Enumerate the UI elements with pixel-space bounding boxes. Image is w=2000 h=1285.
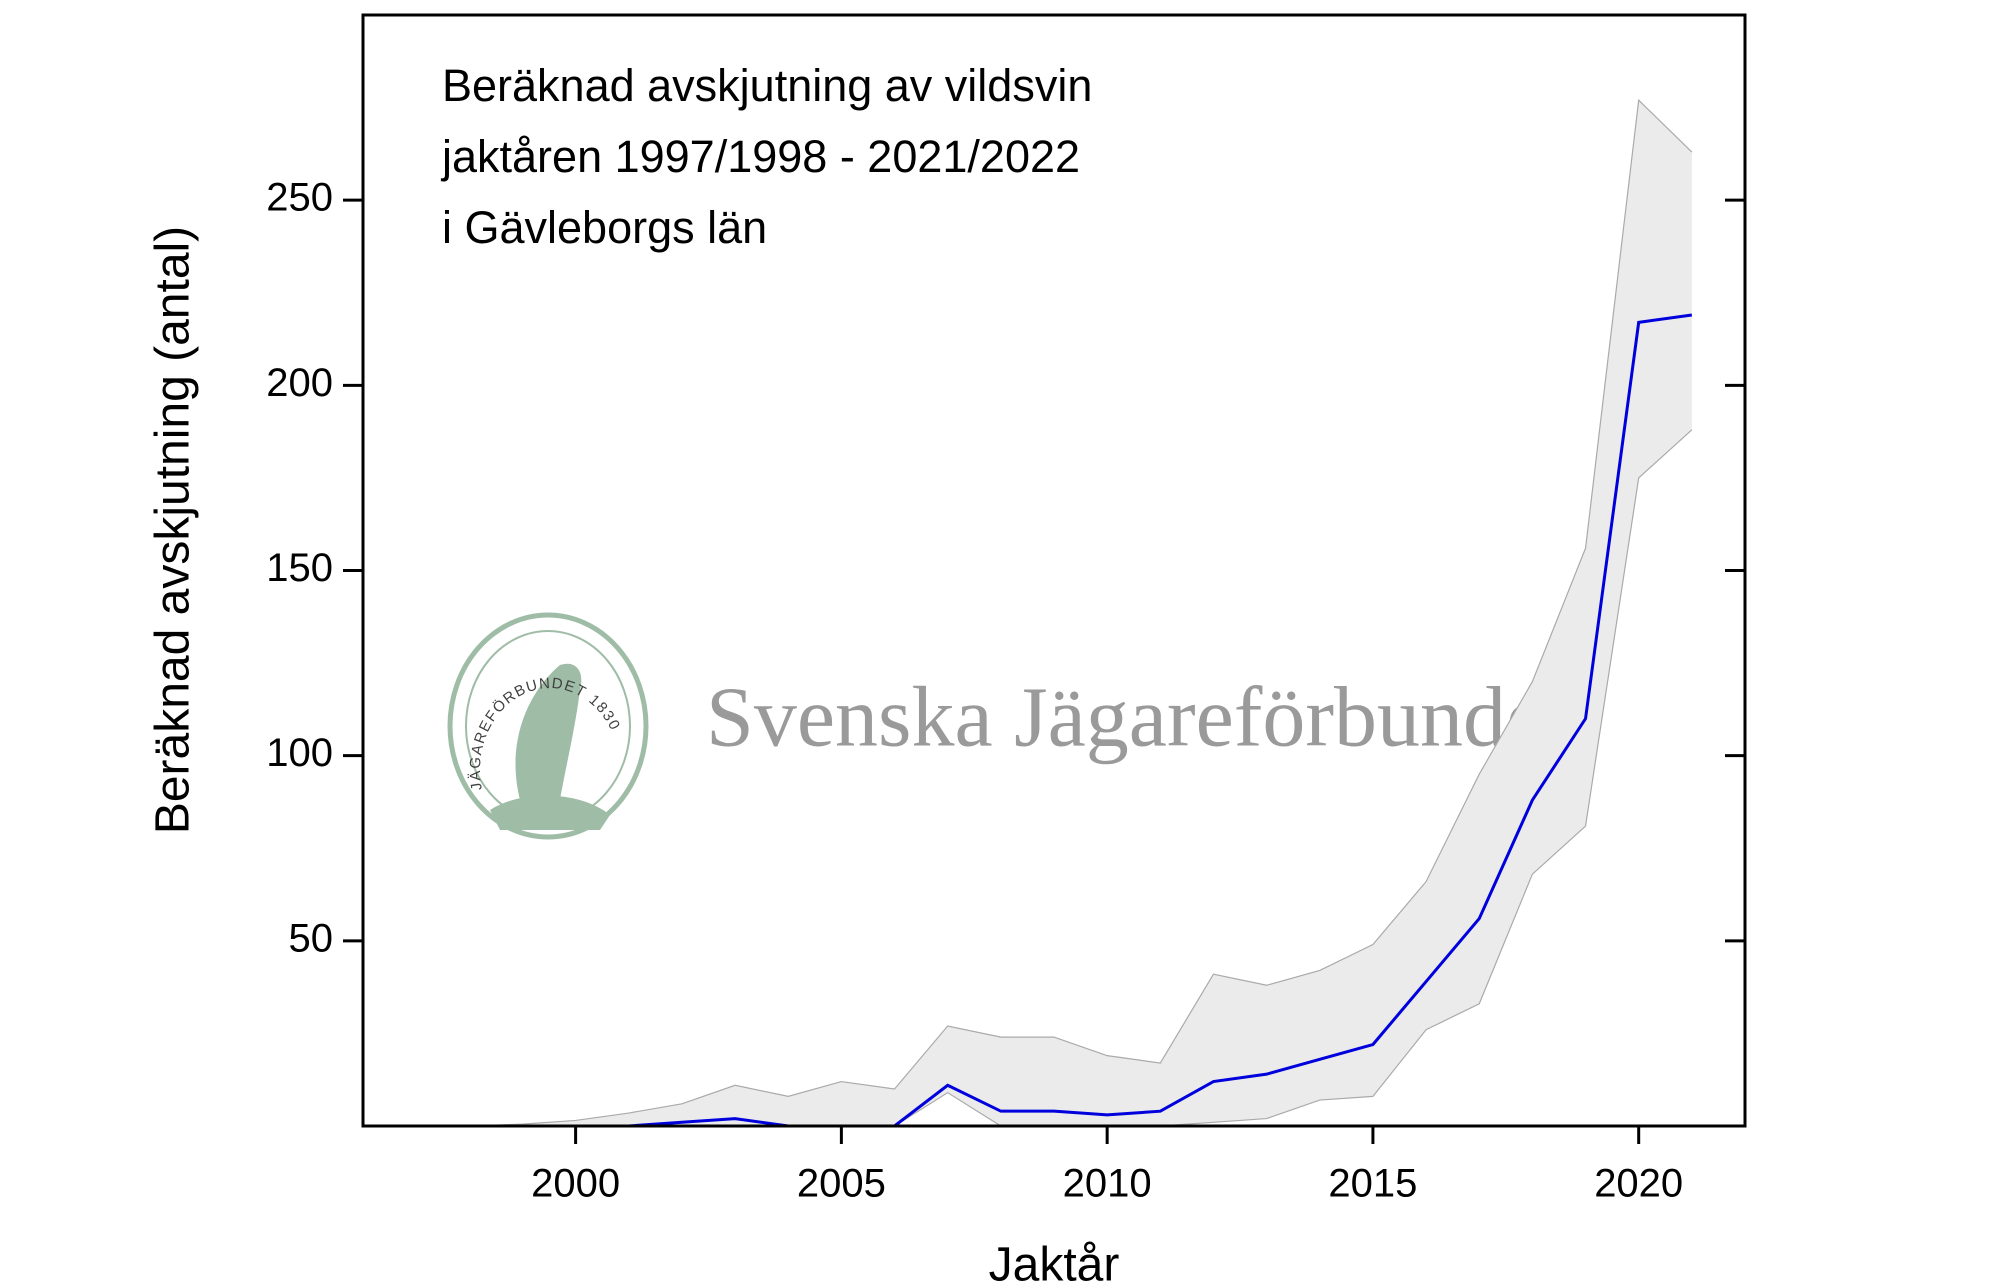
- x-axis-title: Jaktår: [989, 1239, 1120, 1285]
- y-tick-label: 50: [289, 916, 334, 960]
- seal-eagle: [515, 663, 582, 800]
- x-tick-label: 2015: [1328, 1162, 1417, 1206]
- y-tick-label: 150: [266, 546, 333, 590]
- x-tick-label: 2005: [797, 1162, 886, 1206]
- seal-ring: [447, 612, 649, 840]
- x-tick-label: 2010: [1063, 1162, 1152, 1206]
- chart-title: jaktåren 1997/1998 - 2021/2022: [440, 131, 1080, 182]
- y-tick-label: 250: [266, 176, 333, 220]
- chart-title: i Gävleborgs län: [442, 202, 767, 253]
- y-tick-label: 200: [266, 361, 333, 405]
- x-tick-label: 2000: [531, 1162, 620, 1206]
- y-tick-label: 100: [266, 731, 333, 775]
- ci-upper: [416, 98, 1693, 1127]
- seal-rock: [490, 795, 610, 830]
- watermark: Svenska Jägareförbundet: [706, 669, 1568, 765]
- chart-title: Beräknad avskjutning av vildsvin: [442, 60, 1092, 111]
- plot-area: [416, 98, 1693, 1128]
- seal: JÄGAREFÖRBUNDET 1830: [447, 612, 649, 840]
- x-tick-label: 2020: [1594, 1162, 1683, 1206]
- ci-band: [416, 100, 1692, 1127]
- y-axis-title: Beräknad avskjutning (antal): [147, 226, 200, 834]
